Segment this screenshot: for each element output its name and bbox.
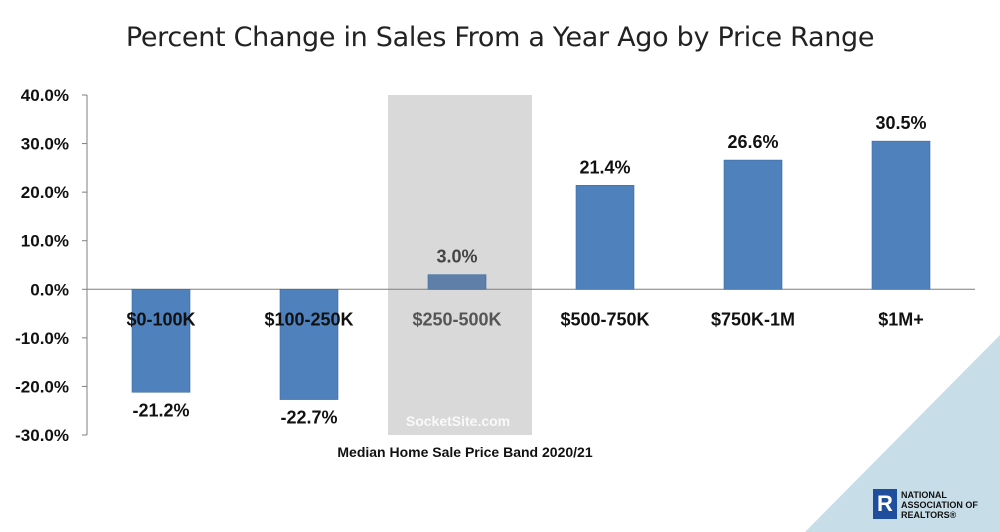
- bar: [575, 185, 635, 290]
- x-category-label: $100-250K: [264, 309, 353, 329]
- bar: [279, 288, 339, 400]
- y-tick-label: 0.0%: [30, 280, 69, 299]
- highlight-band: [388, 95, 532, 435]
- data-label: 26.6%: [727, 132, 778, 152]
- nar-logo: R NATIONAL ASSOCIATION OF REALTORS®: [873, 489, 997, 525]
- data-label: -21.2%: [132, 400, 189, 420]
- corner-accent-shape: [805, 335, 1000, 532]
- bar: [131, 288, 191, 393]
- watermark: SocketSite.com: [405, 413, 511, 429]
- y-tick-label: 30.0%: [21, 135, 69, 154]
- bar: [723, 159, 783, 290]
- x-category-label: $500-750K: [560, 309, 649, 329]
- x-category-label: $250-500K: [412, 309, 501, 329]
- nar-logo-mark: R: [873, 489, 897, 519]
- nar-logo-text: NATIONAL ASSOCIATION OF REALTORS®: [901, 490, 978, 520]
- x-category-label: $1M+: [878, 309, 924, 329]
- chart-title: Percent Change in Sales From a Year Ago …: [125, 22, 875, 53]
- y-tick-label: -30.0%: [15, 426, 69, 445]
- data-label: -22.7%: [280, 408, 337, 428]
- x-axis-label: Median Home Sale Price Band 2020/21: [337, 444, 593, 460]
- bar: [871, 140, 931, 290]
- x-category-label: $0-100K: [126, 309, 195, 329]
- y-tick-label: 20.0%: [21, 183, 69, 202]
- y-tick-label: -10.0%: [15, 329, 69, 348]
- x-category-label: $750K-1M: [711, 309, 795, 329]
- bar: [427, 274, 487, 290]
- y-tick-label: 10.0%: [21, 232, 69, 251]
- data-label: 21.4%: [579, 157, 630, 177]
- data-label: 3.0%: [436, 247, 477, 267]
- y-tick-label: 40.0%: [21, 86, 69, 105]
- data-label: 30.5%: [875, 113, 926, 133]
- y-tick-label: -20.0%: [15, 377, 69, 396]
